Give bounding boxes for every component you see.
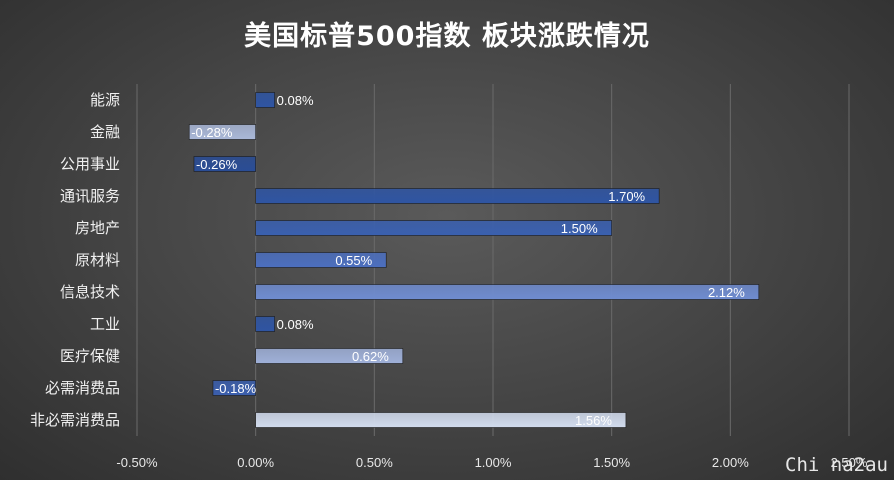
bar	[255, 284, 760, 300]
bar	[255, 348, 404, 364]
data-label: -0.26%	[196, 157, 238, 172]
category-label: 金融	[90, 123, 120, 141]
data-label: 1.50%	[561, 221, 598, 236]
bars	[188, 92, 760, 428]
category-label: 能源	[90, 91, 120, 109]
bar	[193, 156, 256, 172]
x-tick-label: 2.00%	[712, 455, 749, 470]
chart-title: 美国标普500指数 板块涨跌情况	[244, 21, 650, 52]
bar	[255, 92, 275, 108]
bar	[255, 252, 387, 268]
bar	[212, 380, 256, 396]
data-label: -0.18%	[215, 381, 257, 396]
category-label: 公用事业	[60, 155, 120, 173]
data-label: 0.55%	[335, 253, 372, 268]
x-tick-label: 1.50%	[593, 455, 630, 470]
category-label: 非必需消费品	[30, 411, 120, 429]
category-label: 医疗保健	[60, 347, 120, 365]
category-label: 必需消费品	[45, 379, 120, 397]
labels: -0.50% 0.00% 0.50% 1.00% 1.50% 2.00% 2.50% 能源 0.…	[30, 91, 868, 470]
category-label: 工业	[90, 315, 120, 333]
data-label: 0.08%	[277, 317, 314, 332]
bar	[255, 316, 275, 332]
data-label: 0.08%	[277, 93, 314, 108]
data-label: 1.70%	[608, 189, 645, 204]
x-tick-label: 2.50%	[831, 455, 868, 470]
x-tick-label: 1.00%	[475, 455, 512, 470]
data-label: 0.62%	[352, 349, 389, 364]
category-label: 原材料	[75, 251, 120, 269]
x-tick-label: -0.50%	[116, 455, 158, 470]
bar	[255, 412, 627, 428]
data-label: -0.28%	[191, 125, 233, 140]
data-label: 1.56%	[575, 413, 612, 428]
watermark-text: Chi na2au	[785, 454, 888, 476]
category-label: 房地产	[75, 219, 120, 237]
x-tick-label: 0.50%	[356, 455, 393, 470]
data-label: 2.12%	[708, 285, 745, 300]
bar	[255, 220, 612, 236]
category-label: 通讯服务	[60, 187, 120, 205]
bar	[255, 188, 660, 204]
bar	[188, 124, 256, 140]
category-label: 信息技术	[60, 283, 120, 301]
x-tick-label: 0.00%	[237, 455, 274, 470]
